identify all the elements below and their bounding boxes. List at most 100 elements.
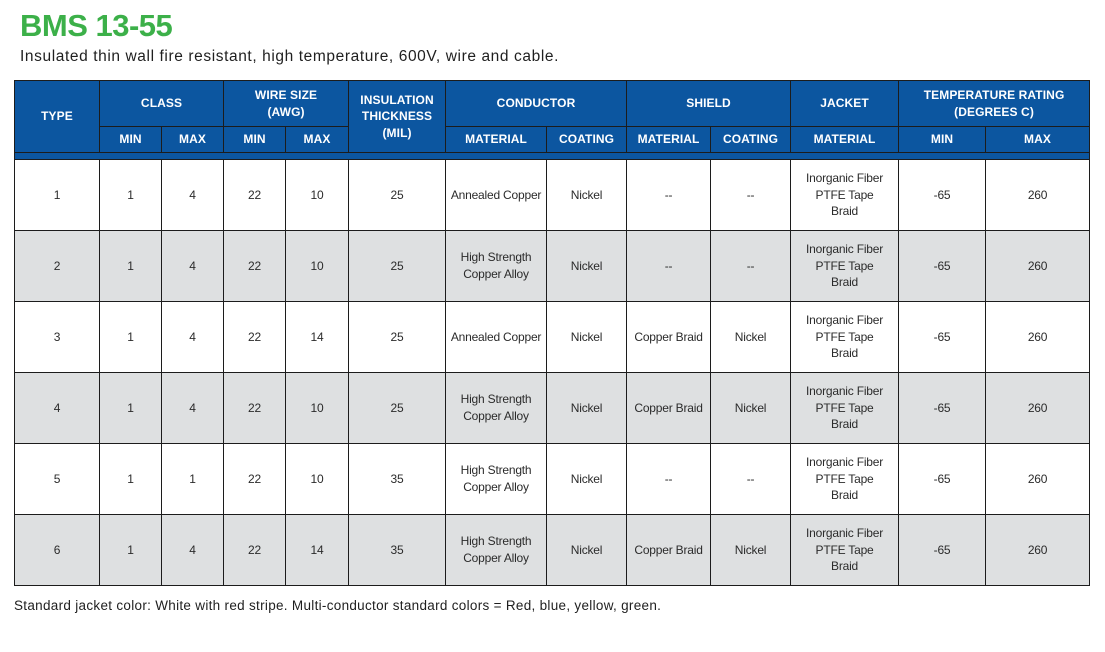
- col-header-jacket: JACKET: [790, 80, 900, 127]
- table-cell: 2: [14, 230, 100, 302]
- table-header: TYPE CLASS WIRE SIZE (AWG) INSULATION TH…: [13, 80, 1091, 160]
- table-cell: -65: [898, 159, 987, 231]
- col-header-temperature-rating: TEMPERATURE RATING (DEGREES C): [898, 80, 1091, 127]
- table-cell: Inorganic Fiber PTFE Tape Braid: [790, 514, 900, 586]
- table-cell: Nickel: [546, 159, 628, 231]
- table-cell: 4: [160, 301, 225, 373]
- table-cell: Nickel: [546, 301, 628, 373]
- table-row: 4 1 4 22 10 25 High Strength Copper Alloy Nicke…: [14, 372, 1091, 444]
- table-cell: -65: [898, 514, 987, 586]
- table-cell: 260: [985, 514, 1091, 586]
- table-cell: --: [626, 443, 712, 515]
- subheader-wire-max: MAX: [285, 126, 350, 153]
- subheader-wire-min: MIN: [223, 126, 287, 153]
- table-cell: -65: [898, 301, 987, 373]
- subheader-temp-min: MIN: [898, 126, 987, 153]
- table-cell: 4: [160, 230, 225, 302]
- table-row: 5 1 1 22 10 35 High Strength Copper Alloy Nicke…: [14, 443, 1091, 515]
- table-cell: Annealed Copper: [445, 301, 548, 373]
- subheader-conductor-material: MATERIAL: [445, 126, 548, 153]
- table-cell: 22: [223, 301, 287, 373]
- table-cell: 22: [223, 372, 287, 444]
- table-cell: Nickel: [546, 372, 628, 444]
- table-cell: 10: [285, 372, 350, 444]
- table-cell: 4: [14, 372, 100, 444]
- table-cell: 25: [348, 372, 447, 444]
- subheader-class-max: MAX: [160, 126, 225, 153]
- header-bottom-bar-fill: [13, 152, 1091, 160]
- table-cell: 1: [99, 443, 162, 515]
- table-cell: 1: [14, 159, 100, 231]
- table-cell: Inorganic Fiber PTFE Tape Braid: [790, 443, 900, 515]
- table-cell: 14: [285, 301, 350, 373]
- table-cell: 1: [99, 230, 162, 302]
- col-header-type: TYPE: [14, 80, 100, 153]
- table-cell: Copper Braid: [626, 514, 712, 586]
- col-header-shield: SHIELD: [626, 80, 792, 127]
- table-cell: --: [710, 443, 792, 515]
- table-row: 3 1 4 22 14 25 Annealed Copper Nickel Copper Bra…: [14, 301, 1091, 373]
- table-cell: Nickel: [710, 514, 792, 586]
- table-cell: -65: [898, 372, 987, 444]
- header-sub-row: MIN MAX MIN MAX MATERIAL COATING MATERIA…: [15, 126, 1091, 153]
- table-cell: 25: [348, 230, 447, 302]
- subheader-class-min: MIN: [99, 126, 162, 153]
- table-cell: 260: [985, 230, 1091, 302]
- table-cell: Nickel: [710, 372, 792, 444]
- table-cell: --: [710, 230, 792, 302]
- table-cell: --: [626, 230, 712, 302]
- table-cell: 5: [14, 443, 100, 515]
- table-cell: 3: [14, 301, 100, 373]
- footnote: Standard jacket color: White with red st…: [14, 598, 662, 613]
- table-cell: 10: [285, 159, 350, 231]
- table-row: 1 1 4 22 10 25 Annealed Copper Nickel -- -- Inorga…: [14, 159, 1091, 231]
- table-cell: 25: [348, 159, 447, 231]
- subheader-shield-coating: COATING: [710, 126, 792, 153]
- doc-subtitle: Insulated thin wall fire resistant, high…: [20, 48, 559, 65]
- header-group-row: TYPE CLASS WIRE SIZE (AWG) INSULATION TH…: [14, 80, 1091, 153]
- table-cell: --: [710, 159, 792, 231]
- header-bottom-bar: [13, 152, 1091, 160]
- table-cell: 35: [348, 514, 447, 586]
- table-cell: Nickel: [546, 443, 628, 515]
- table-cell: 1: [99, 514, 162, 586]
- table-cell: Inorganic Fiber PTFE Tape Braid: [790, 301, 900, 373]
- spec-table: TYPE CLASS WIRE SIZE (AWG) INSULATION TH…: [13, 80, 1091, 586]
- col-header-wire-size: WIRE SIZE (AWG): [223, 80, 350, 127]
- table-cell: --: [626, 159, 712, 231]
- table-cell: Annealed Copper: [445, 159, 548, 231]
- table-cell: Nickel: [546, 514, 628, 586]
- table-cell: 22: [223, 159, 287, 231]
- subheader-jacket-material: MATERIAL: [790, 126, 900, 153]
- table-cell: 260: [985, 159, 1091, 231]
- table-cell: 22: [223, 230, 287, 302]
- table-cell: 10: [285, 443, 350, 515]
- col-header-class: CLASS: [98, 80, 225, 127]
- subheader-temp-max: MAX: [985, 126, 1091, 153]
- table-cell: High Strength Copper Alloy: [445, 514, 548, 586]
- table-cell: 4: [160, 514, 225, 586]
- table-cell: 260: [985, 301, 1091, 373]
- doc-title: BMS 13-55: [20, 8, 173, 43]
- table-cell: Inorganic Fiber PTFE Tape Braid: [790, 372, 900, 444]
- subheader-conductor-coating: COATING: [546, 126, 628, 153]
- table-cell: -65: [898, 443, 987, 515]
- table-cell: 4: [160, 372, 225, 444]
- table-cell: High Strength Copper Alloy: [445, 443, 548, 515]
- table-cell: 1: [160, 443, 225, 515]
- table-cell: Nickel: [546, 230, 628, 302]
- table-cell: 1: [99, 372, 162, 444]
- table-row: 6 1 4 22 14 35 High Strength Copper Alloy Nicke…: [14, 514, 1091, 586]
- table-cell: 14: [285, 514, 350, 586]
- table-cell: Nickel: [710, 301, 792, 373]
- table-cell: Copper Braid: [626, 372, 712, 444]
- table-cell: 22: [223, 443, 287, 515]
- col-header-conductor: CONDUCTOR: [445, 80, 628, 127]
- table-cell: High Strength Copper Alloy: [445, 372, 548, 444]
- table-cell: 35: [348, 443, 447, 515]
- col-header-insulation-thickness: INSULATION THICKNESS (MIL): [348, 80, 447, 153]
- table-row: 2 1 4 22 10 25 High Strength Copper Alloy Nicke…: [14, 230, 1091, 302]
- table-cell: 10: [285, 230, 350, 302]
- table-cell: 260: [985, 443, 1091, 515]
